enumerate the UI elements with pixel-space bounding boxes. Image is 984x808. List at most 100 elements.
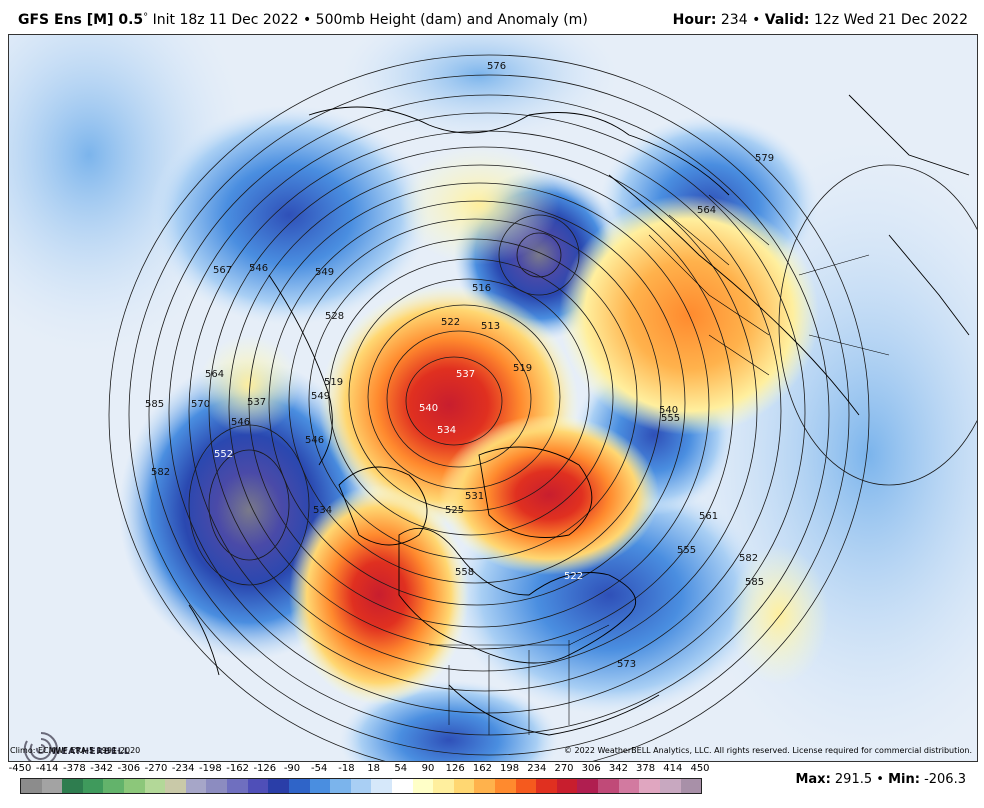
contour-label: 585 xyxy=(745,577,764,588)
contour-label: 582 xyxy=(739,553,758,564)
colorbar-tick-label: 90 xyxy=(421,763,435,774)
colorbar-swatch xyxy=(659,779,681,793)
min-value: -206.3 xyxy=(924,772,966,787)
max-min-stats: Max: 291.5 • Min: -206.3 xyxy=(795,772,966,787)
contour-label: 516 xyxy=(472,283,491,294)
contour-label: 519 xyxy=(513,363,532,374)
valid-value: 12z Wed 21 Dec 2022 xyxy=(813,12,968,28)
contour-label: 579 xyxy=(755,153,774,164)
colorbar-tick-label: -198 xyxy=(199,763,222,774)
logo-text: WEATHERBELL xyxy=(51,747,131,757)
contour-label: 537 xyxy=(247,397,266,408)
colorbar-swatch xyxy=(618,779,640,793)
init-time: Init 18z 11 Dec 2022 xyxy=(152,12,299,28)
contour-label: 522 xyxy=(441,317,460,328)
contour-label: 570 xyxy=(191,399,210,410)
colorbar-swatch xyxy=(247,779,269,793)
contour-label: 552 xyxy=(214,449,233,460)
ridge-atlantic-yellow xyxy=(729,545,829,685)
weatherbell-logo: WEATHERBELL xyxy=(21,729,131,761)
colorbar-tick-label: 198 xyxy=(500,763,520,774)
colorbar-swatch xyxy=(206,779,228,793)
degree-symbol: ° xyxy=(143,12,149,23)
colorbar-swatch xyxy=(474,779,496,793)
title-separator: • xyxy=(302,12,312,28)
ridge-western-canada xyxy=(289,485,469,705)
max-label: Max: xyxy=(795,772,831,787)
colorbar-swatch xyxy=(598,779,619,793)
contour-label: 522 xyxy=(564,571,583,582)
colorbar-tick-label: 270 xyxy=(554,763,574,774)
colorbar-swatch xyxy=(144,779,166,793)
colorbar-tick-label: 450 xyxy=(690,763,710,774)
colorbar-swatch xyxy=(82,779,104,793)
colorbar-swatch xyxy=(371,779,392,793)
height-contours xyxy=(108,54,977,761)
valid-separator: • xyxy=(752,12,761,28)
colorbar-swatch xyxy=(288,779,310,793)
contour-label: 546 xyxy=(231,417,250,428)
colorbar-swatch xyxy=(185,779,207,793)
contour-label: 528 xyxy=(325,311,344,322)
colorbar-swatch xyxy=(639,779,660,793)
colorbar-tick-label: -126 xyxy=(253,763,277,774)
contour-label: 549 xyxy=(315,267,334,278)
contour-label: 564 xyxy=(697,205,716,216)
colorbar-swatch xyxy=(556,779,578,793)
contour-label: 567 xyxy=(213,265,232,276)
contour-label: 513 xyxy=(481,321,500,332)
colorbar-swatch xyxy=(515,779,537,793)
contour-label: 576 xyxy=(487,61,506,72)
colorbar-tick-label: 414 xyxy=(663,763,683,774)
contour-label: 555 xyxy=(661,413,680,424)
contour-label: 525 xyxy=(445,505,464,516)
colorbar-tick-label: -342 xyxy=(90,763,113,774)
colorbar-swatch xyxy=(268,779,289,793)
copyright-notice: © 2022 WeatherBELL Analytics, LLC. All r… xyxy=(564,746,972,755)
ridge-siberia-yellow xyxy=(399,145,559,265)
contour-label: 564 xyxy=(205,369,224,380)
colorbar-swatch xyxy=(330,779,351,793)
colorbar-swatch xyxy=(227,779,248,793)
colorbar-tick-label: 306 xyxy=(581,763,601,774)
colorbar-tick-label: -378 xyxy=(63,763,86,774)
colorbar-swatch xyxy=(21,779,42,793)
map-header: GFS Ens [M] 0.5° Init 18z 11 Dec 2022 • … xyxy=(0,0,984,34)
anomaly-light-north xyxy=(339,35,619,145)
colorbar-swatch xyxy=(62,779,83,793)
colorbar-tick-label: -162 xyxy=(226,763,249,774)
colorbar-tick-label: 378 xyxy=(636,763,656,774)
colorbar-tick-label: -234 xyxy=(171,763,195,774)
colorbar-tick-label: 126 xyxy=(445,763,465,774)
swirl-icon xyxy=(23,732,58,761)
valid-info: Hour: 234 • Valid: 12z Wed 21 Dec 2022 xyxy=(673,12,968,28)
colorbar-labels: -450 -414 -378 -342 -306 -270 -234 -198 -162 -126… xyxy=(9,763,714,777)
contour-label: 582 xyxy=(151,467,170,478)
colorbar-swatch xyxy=(165,779,186,793)
colorbar-swatch xyxy=(412,779,434,793)
trough-siberia xyxy=(149,105,429,325)
contour-label: 561 xyxy=(699,511,718,522)
colorbar-tick-label: 342 xyxy=(608,763,628,774)
hour-label: Hour: xyxy=(672,12,717,28)
colorbar-swatch xyxy=(577,779,599,793)
map-canvas: 576 579 564 567 546 549 516 513 522 528 … xyxy=(9,35,977,761)
contour-label: 546 xyxy=(249,263,268,274)
colorbar-swatch xyxy=(495,779,516,793)
colorbar-tick-label: 234 xyxy=(527,763,547,774)
valid-label: Valid: xyxy=(764,12,810,28)
colorbar-swatch xyxy=(536,779,557,793)
colorbar-swatch xyxy=(41,779,63,793)
hour-value: 234 xyxy=(720,12,748,28)
contour-label: 519 xyxy=(324,377,343,388)
contour-label: 531 xyxy=(465,491,484,502)
contour-label: 540 xyxy=(659,405,678,416)
colorbar-tick-label: -54 xyxy=(311,763,328,774)
polar-stereographic-map: 576 579 564 567 546 549 516 513 522 528 … xyxy=(8,34,978,762)
max-value: 291.5 xyxy=(834,772,873,787)
colorbar-swatch xyxy=(433,779,454,793)
anomaly-colorbar: -450 -414 -378 -342 -306 -270 -234 -198 -162 -126… xyxy=(9,763,714,803)
colorbar-tick-label: -90 xyxy=(283,763,301,774)
colorbar-swatch xyxy=(680,779,702,793)
map-title: GFS Ens [M] 0.5° Init 18z 11 Dec 2022 • … xyxy=(18,12,588,28)
